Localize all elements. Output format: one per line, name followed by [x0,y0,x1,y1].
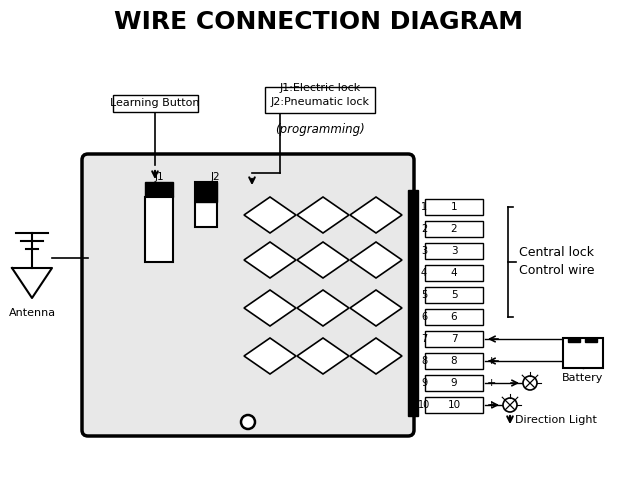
Bar [425,397,483,413]
Polygon shape [244,290,296,326]
Polygon shape [12,268,52,298]
Bar [563,338,603,368]
Bar [585,338,597,342]
Text: 2: 2 [451,224,458,234]
Text: 1: 1 [421,202,427,212]
Text: 7: 7 [421,334,427,344]
Text: 8: 8 [421,356,427,366]
Polygon shape [350,290,402,326]
Polygon shape [297,197,349,233]
FancyBboxPatch shape [113,95,198,111]
Bar [425,331,483,347]
Text: 3: 3 [421,246,427,256]
Text: Direction Light: Direction Light [515,415,597,425]
Text: 7: 7 [451,334,458,344]
Polygon shape [350,242,402,278]
Bar [145,197,173,262]
Bar [408,190,418,416]
Text: -: - [489,334,493,344]
Circle shape [503,398,517,412]
Polygon shape [244,242,296,278]
Bar [568,338,580,342]
Text: J1: J1 [154,172,164,182]
Circle shape [523,376,537,390]
Bar [425,287,483,303]
Polygon shape [244,197,296,233]
Bar [425,309,483,325]
Bar [425,199,483,215]
Bar [425,375,483,391]
Text: +: + [486,356,496,366]
Text: 6: 6 [421,312,427,322]
Text: +: + [486,378,496,388]
Text: 8: 8 [451,356,458,366]
Text: 9: 9 [421,378,427,388]
Text: Central lock
Control wire: Central lock Control wire [519,247,595,278]
Bar [195,182,217,227]
Polygon shape [350,338,402,374]
Text: J1:Electric lock
J2:Pneumatic lock: J1:Electric lock J2:Pneumatic lock [271,83,369,107]
Text: J2: J2 [210,172,220,182]
Text: 4: 4 [451,268,458,278]
Text: 5: 5 [451,290,458,300]
Text: 4: 4 [421,268,427,278]
Text: 1: 1 [451,202,458,212]
Text: WIRE CONNECTION DIAGRAM: WIRE CONNECTION DIAGRAM [113,10,522,34]
Text: 5: 5 [421,290,427,300]
Circle shape [241,415,255,429]
Bar [425,243,483,259]
Polygon shape [297,338,349,374]
Text: Antenna: Antenna [8,308,56,318]
Text: 9: 9 [451,378,458,388]
Bar [145,182,173,197]
Bar [195,182,217,202]
Text: Battery: Battery [563,373,604,383]
Polygon shape [297,290,349,326]
Text: 3: 3 [451,246,458,256]
Polygon shape [297,242,349,278]
Text: +: + [486,400,496,410]
Polygon shape [244,338,296,374]
Text: 6: 6 [451,312,458,322]
Text: 2: 2 [421,224,427,234]
Bar [425,265,483,281]
FancyBboxPatch shape [265,87,375,113]
Text: Learning Button: Learning Button [110,98,200,108]
Bar [425,353,483,369]
Text: (programming): (programming) [275,122,365,135]
Polygon shape [350,197,402,233]
Bar [425,221,483,237]
FancyBboxPatch shape [82,154,414,436]
Text: 10: 10 [418,400,430,410]
Text: 10: 10 [447,400,461,410]
